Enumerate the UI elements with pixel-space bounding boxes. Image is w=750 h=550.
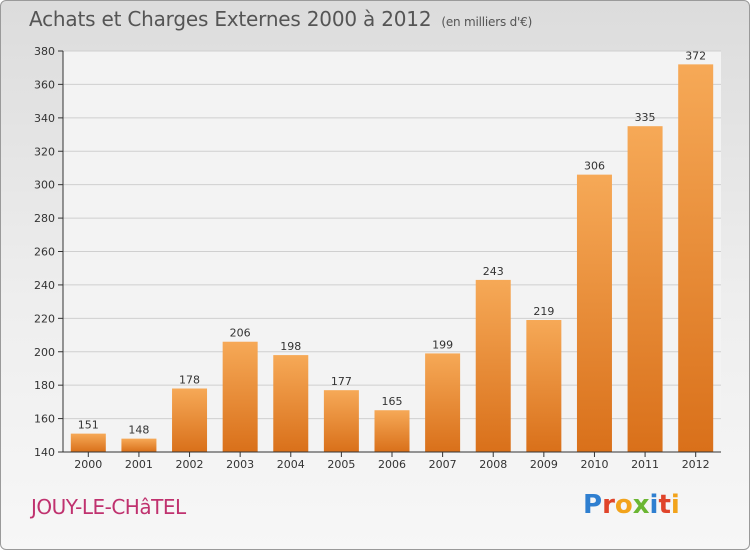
value-label-2009: 219 [533,305,554,318]
value-label-2010: 306 [584,160,605,173]
value-label-2008: 243 [483,265,504,278]
value-label-2003: 206 [230,327,251,340]
x-tick-label-2001: 2001 [125,458,153,471]
chart-title: Achats et Charges Externes 2000 à 2012 (e… [29,7,532,31]
y-tick-label: 220 [34,312,55,325]
bar-2010 [576,174,612,452]
x-tick-label-2003: 2003 [226,458,254,471]
x-tick-label-2005: 2005 [327,458,355,471]
x-tick-label-2002: 2002 [176,458,204,471]
logo-letter: i [649,490,659,520]
bar-2007 [425,353,461,452]
x-tick-label-2011: 2011 [631,458,659,471]
value-label-2004: 198 [280,340,301,353]
logo-letter: P [583,490,603,520]
y-tick-label: 280 [34,212,55,225]
x-tick-label-2009: 2009 [530,458,558,471]
value-label-2006: 165 [382,395,403,408]
logo-letter: o [614,490,633,520]
value-label-2011: 335 [635,111,656,124]
value-label-2002: 178 [179,374,200,387]
bar-2011 [627,126,663,452]
y-tick-label: 240 [34,279,55,292]
value-label-2012: 372 [685,49,706,62]
y-tick-label: 260 [34,246,55,259]
x-tick-label-2000: 2000 [74,458,102,471]
y-tick-label: 320 [34,145,55,158]
y-tick-label: 300 [34,179,55,192]
x-tick-label-2012: 2012 [682,458,710,471]
y-tick-label: 360 [34,78,55,91]
x-tick-label-2010: 2010 [580,458,608,471]
chart-title-text: Achats et Charges Externes 2000 à 2012 [29,7,432,31]
y-tick-label: 180 [34,379,55,392]
y-tick-label: 160 [34,413,55,426]
y-tick-label: 200 [34,346,55,359]
y-tick-label: 140 [34,446,55,459]
bar-2002 [172,388,208,452]
logo-letter: r [602,490,615,520]
x-tick-label-2007: 2007 [429,458,457,471]
chart-unit: (en milliers d'€) [441,15,533,29]
bar-2012 [678,64,714,452]
bar-2003 [222,341,258,452]
bar-2008 [475,279,511,452]
x-tick-label-2008: 2008 [479,458,507,471]
value-label-2005: 177 [331,375,352,388]
bar-2004 [273,355,309,452]
place-name: JOUY-LE-CHâTEL [31,495,186,519]
y-tick-label: 380 [34,45,55,58]
proxiti-logo[interactable]: Proxiti [583,490,680,520]
x-tick-label-2004: 2004 [277,458,305,471]
logo-letter: x [632,490,650,520]
value-label-2000: 151 [78,419,99,432]
value-label-2007: 199 [432,338,453,351]
bar-2001 [121,438,157,452]
bar-2006 [374,410,410,452]
logo-letter: i [670,490,680,520]
bar-2009 [526,320,562,452]
x-tick-label-2006: 2006 [378,458,406,471]
bar-2005 [323,390,359,452]
bar-2000 [70,433,106,452]
value-label-2001: 148 [128,424,149,437]
y-tick-label: 340 [34,112,55,125]
logo-letter: t [658,490,671,520]
